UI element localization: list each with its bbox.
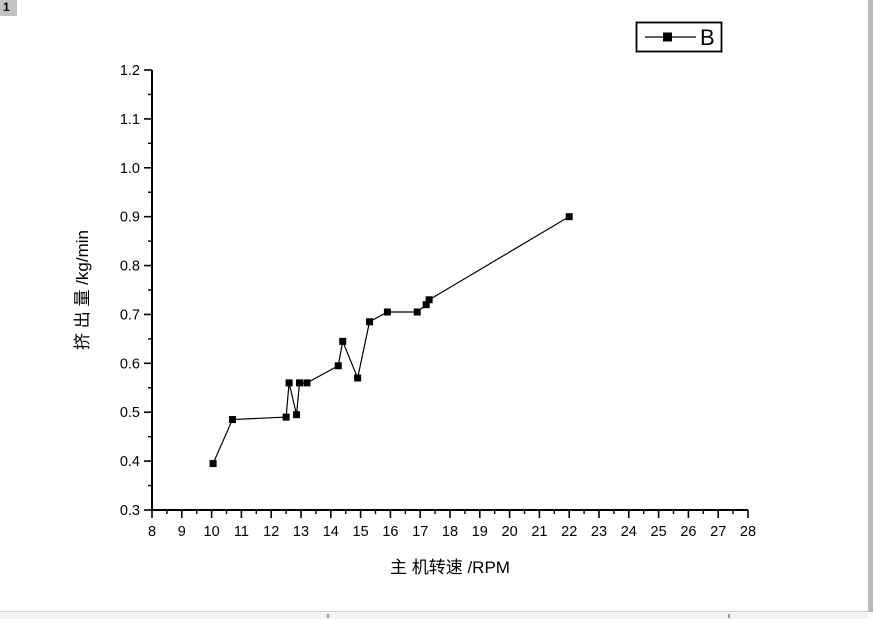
y-tick-label: 1.2 xyxy=(120,63,140,79)
series-line[interactable] xyxy=(212,216,570,464)
data-point-marker[interactable] xyxy=(228,416,236,424)
x-tick-label: 22 xyxy=(561,524,577,540)
x-tick-label: 9 xyxy=(178,524,186,540)
horizontal-scrollbar[interactable] xyxy=(0,611,868,619)
x-tick-label: 28 xyxy=(740,524,756,540)
x-tick-label: 16 xyxy=(382,524,398,540)
x-tick-label: 24 xyxy=(621,524,637,540)
legend[interactable]: B xyxy=(635,21,723,53)
data-point-marker[interactable] xyxy=(425,296,433,304)
x-tick-label: 11 xyxy=(234,524,249,540)
legend-marker-sample xyxy=(663,32,672,42)
x-tick-label: 17 xyxy=(412,524,428,540)
y-tick-label: 0.6 xyxy=(120,356,140,372)
data-point-marker[interactable] xyxy=(293,411,301,419)
y-axis-title[interactable]: 挤 出 量 /kg/min xyxy=(73,230,92,350)
y-tick-label: 0.4 xyxy=(120,454,140,470)
y-tick-label: 0.5 xyxy=(120,405,140,421)
x-tick-label: 27 xyxy=(710,524,726,540)
y-tick-label: 1.1 xyxy=(120,112,140,128)
x-tick-label: 14 xyxy=(323,524,339,540)
vertical-scrollbar[interactable] xyxy=(868,0,873,612)
data-point-marker[interactable] xyxy=(303,379,311,387)
x-tick-label: 10 xyxy=(204,524,220,540)
scrollbar-mark xyxy=(327,614,329,618)
axes: 8 9 10 11 12 13 14 15 16 17 18 19 20 21 22 23 24 25 26 27 28… xyxy=(120,63,756,540)
x-axis-title[interactable]: 主 机转速 /RPM xyxy=(390,558,510,577)
x-tick-label: 25 xyxy=(651,524,667,540)
x-tick-label: 21 xyxy=(531,524,547,540)
x-tick-label: 13 xyxy=(293,524,309,540)
data-point-marker[interactable] xyxy=(339,337,347,345)
data-point-marker[interactable] xyxy=(296,379,304,387)
x-tick-label: 20 xyxy=(502,524,518,540)
data-point-marker[interactable] xyxy=(209,460,217,468)
data-point-marker[interactable] xyxy=(285,379,293,387)
x-tick-label: 18 xyxy=(442,524,458,540)
series-B[interactable] xyxy=(209,213,573,468)
x-tick-label: 26 xyxy=(680,524,696,540)
y-tick-label: 1.0 xyxy=(120,161,140,177)
data-point-marker[interactable] xyxy=(413,308,421,316)
x-tick-label: 12 xyxy=(263,524,279,540)
data-point-marker[interactable] xyxy=(366,318,374,326)
data-point-marker[interactable] xyxy=(282,413,290,421)
x-tick-label: 23 xyxy=(591,524,607,540)
y-tick-label: 0.9 xyxy=(120,210,140,226)
legend-label: B xyxy=(700,25,715,50)
y-tick-label: 0.3 xyxy=(120,503,140,519)
data-point-marker[interactable] xyxy=(422,301,430,309)
y-tick-label: 0.7 xyxy=(120,307,140,323)
data-point-marker[interactable] xyxy=(334,362,342,370)
x-tick-label: 15 xyxy=(353,524,369,540)
x-tick-label: 8 xyxy=(148,524,156,540)
data-point-marker[interactable] xyxy=(383,308,391,316)
data-point-marker[interactable] xyxy=(565,213,573,221)
worksheet-row-header[interactable]: 1 xyxy=(0,0,17,16)
data-point-marker[interactable] xyxy=(354,374,362,382)
x-tick-label: 19 xyxy=(472,524,488,540)
y-tick-label: 0.8 xyxy=(120,259,140,275)
scrollbar-mark xyxy=(728,614,730,618)
